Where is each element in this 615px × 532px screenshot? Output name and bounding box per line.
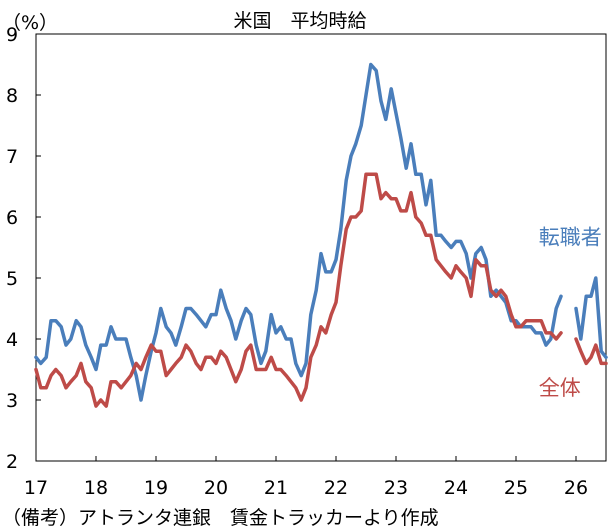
series-line-2 <box>34 172 563 408</box>
y-tick-label: 3 <box>6 390 18 412</box>
x-tick-label: 17 <box>24 477 48 499</box>
x-tick-label: 20 <box>204 477 228 499</box>
y-axis-label: （%） <box>2 12 58 34</box>
series-label-1: 転職者 <box>539 225 602 249</box>
x-tick-label: 19 <box>144 477 168 499</box>
series-line-2 <box>574 337 608 366</box>
y-tick-label: 5 <box>6 268 18 290</box>
x-tick-label: 21 <box>264 477 288 499</box>
x-tick-label: 26 <box>564 477 588 499</box>
x-tick-label: 18 <box>84 477 108 499</box>
plot-area-frame <box>35 33 607 462</box>
y-tick-label: 6 <box>6 207 18 229</box>
y-tick-label: 2 <box>6 451 18 473</box>
x-tick-label: 25 <box>504 477 528 499</box>
series-label-2: 全体 <box>539 376 581 400</box>
series-lines <box>34 62 608 408</box>
series-line-1 <box>574 276 608 360</box>
y-tick-label: 7 <box>6 146 18 168</box>
y-axis: 2 3 4 5 6 7 8 9 <box>6 24 41 473</box>
y-tick-label: 8 <box>6 85 18 107</box>
chart-title: 米国 平均時給 <box>233 10 366 32</box>
x-axis: 17 18 19 20 21 22 23 24 25 26 <box>24 456 588 499</box>
series-line-1 <box>34 62 563 402</box>
x-tick-label: 24 <box>444 477 468 499</box>
x-tick-label: 22 <box>324 477 348 499</box>
source-caption: （備考）アトランタ連銀 賃金トラッカーより作成 <box>2 507 439 529</box>
y-tick-label: 4 <box>6 329 18 351</box>
x-tick-label: 23 <box>384 477 408 499</box>
y-tick-label: 9 <box>6 24 18 46</box>
